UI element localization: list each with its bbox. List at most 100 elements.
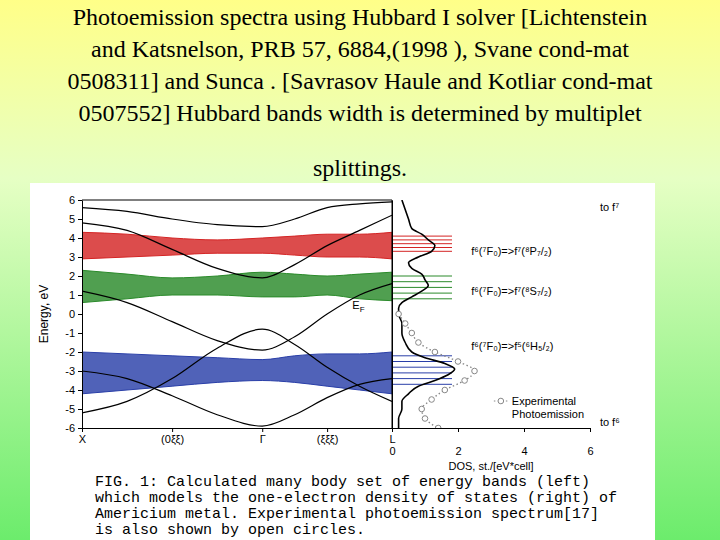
multiplet-level xyxy=(392,298,452,299)
band-y-tick-label: -6 xyxy=(65,422,75,434)
dos-x-axis: 0 2 4 6 xyxy=(389,428,593,457)
dos-x-tick-mark xyxy=(392,428,393,432)
caption-line: Americium metal. Experimental photoemiss… xyxy=(95,506,599,523)
dos-x-tick: 4 xyxy=(521,428,527,457)
annotation: to f⁷ xyxy=(600,201,619,213)
annotation-text: E xyxy=(352,299,359,311)
dos-point xyxy=(442,387,448,393)
band-y-tick: 2 xyxy=(69,270,82,282)
multiplet-level xyxy=(392,281,452,282)
dos-point xyxy=(455,359,461,365)
band-y-tick-label: 3 xyxy=(69,251,75,263)
band-x-tick-mark xyxy=(392,428,393,432)
multiplet-level xyxy=(392,239,452,240)
band-y-axis: -6-5-4-3-2-10123456 xyxy=(65,194,82,434)
band-y-tick-label: 0 xyxy=(69,308,75,320)
band-x-tick: L xyxy=(389,428,395,445)
band-line xyxy=(82,215,392,278)
legend-label-line: Experimental xyxy=(512,395,576,407)
dos-line xyxy=(399,200,455,428)
band-line xyxy=(82,202,392,227)
caption-line: FIG. 1: Calculated many body set of ener… xyxy=(95,474,590,491)
figure-panel xyxy=(30,183,655,540)
band-y-axis-line xyxy=(82,201,83,429)
multiplet-level xyxy=(392,293,452,294)
frame xyxy=(82,200,392,201)
title-line: Photoemission spectra using Hubbard I so… xyxy=(73,4,648,30)
band-line xyxy=(82,284,392,351)
dos-x-tick: 2 xyxy=(455,428,461,457)
dos-point xyxy=(409,330,415,336)
band-y-tick-mark xyxy=(78,428,82,429)
annotation-subscript: F xyxy=(360,305,365,314)
band-y-tick-label: 2 xyxy=(69,270,75,282)
band-x-tick-label: (ξξξ) xyxy=(317,433,339,445)
band-y-tick: -1 xyxy=(65,327,82,339)
title-line: and Katsnelson, PRB 57, 6884,(1998 ), Sv… xyxy=(91,36,629,62)
multiplet-level xyxy=(392,287,452,288)
band-y-tick: -2 xyxy=(65,346,82,358)
band-y-tick-mark xyxy=(78,314,82,315)
multiplet-level xyxy=(392,367,452,368)
band-x-tick-mark xyxy=(327,428,328,432)
band-x-tick-mark xyxy=(262,428,263,432)
multiplet-level xyxy=(392,247,452,248)
title-line: splittings. xyxy=(313,155,407,181)
dos-point xyxy=(422,416,428,422)
dos-y-axis-line xyxy=(392,201,393,429)
dos-x-tick: 0 xyxy=(389,428,395,457)
dos-x-tick-mark xyxy=(590,428,591,432)
multiplet-level xyxy=(392,276,452,277)
multiplet-level xyxy=(392,361,452,362)
band-x-tick-label: L xyxy=(389,433,395,445)
band-y-tick: -4 xyxy=(65,384,82,396)
legend-label-line: Photoemission xyxy=(512,408,584,420)
band-chart: -6-5-4-3-2-10123456X(0ξξ)Γ(ξξξ)LEnergy, … xyxy=(37,194,396,445)
slide-title: Photoemission spectra using Hubbard I so… xyxy=(68,4,653,181)
band-x-axis-line xyxy=(83,428,393,429)
band-y-tick-mark xyxy=(78,238,82,239)
band-y-tick: -3 xyxy=(65,365,82,377)
caption: FIG. 1: Calculated many body set of ener… xyxy=(95,474,617,539)
dos-point xyxy=(462,378,468,384)
band-x-tick-mark xyxy=(82,428,83,432)
legend: ExperimentalPhotoemission xyxy=(494,395,584,420)
x-axis-title: DOS, st./[eV*cell] xyxy=(449,460,534,472)
band-area xyxy=(82,270,392,302)
annotation: EF xyxy=(352,299,364,314)
band-area xyxy=(82,352,392,394)
dos-plot-area xyxy=(392,200,477,428)
dos-x-tick-label: 6 xyxy=(587,445,593,457)
band-y-tick: 0 xyxy=(69,308,82,320)
annotation: f⁶(⁷F₀)=>f⁷(⁸P₇/₂) xyxy=(471,245,551,257)
dos-point xyxy=(402,321,408,327)
title-line: 0507552] Hubbard bands width is determin… xyxy=(78,100,642,126)
dos-x-tick-label: 4 xyxy=(521,445,527,457)
legend-item: ExperimentalPhotoemission xyxy=(494,395,584,420)
multiplet-level xyxy=(392,251,452,252)
band-y-tick-label: 1 xyxy=(69,289,75,301)
band-y-tick-mark xyxy=(78,352,82,353)
band-y-tick-mark xyxy=(78,276,82,277)
band-y-tick-label: 6 xyxy=(69,194,75,206)
dos-point xyxy=(416,340,422,346)
dos-x-tick-label: 2 xyxy=(455,445,461,457)
band-plot-area xyxy=(82,202,392,426)
dos-point xyxy=(432,349,438,355)
dos-point xyxy=(435,425,441,428)
slide: Photoemission spectra using Hubbard I so… xyxy=(0,0,720,540)
band-y-tick: 6 xyxy=(69,194,82,206)
dos-y-axis xyxy=(392,201,393,429)
band-y-tick: -5 xyxy=(65,403,82,415)
band-line xyxy=(82,329,392,413)
y-axis-title: Energy, eV xyxy=(37,285,51,343)
dos-x-tick: 6 xyxy=(587,428,593,457)
band-x-tick: (0ξξ) xyxy=(161,428,184,445)
band-y-tick-mark xyxy=(78,219,82,220)
band-y-tick-label: -4 xyxy=(65,384,75,396)
dos-x-axis-line xyxy=(393,428,591,429)
band-y-tick-label: 5 xyxy=(69,213,75,225)
band-x-tick: X xyxy=(79,428,87,445)
dos-x-tick-mark xyxy=(458,428,459,432)
dos-point xyxy=(419,406,425,412)
